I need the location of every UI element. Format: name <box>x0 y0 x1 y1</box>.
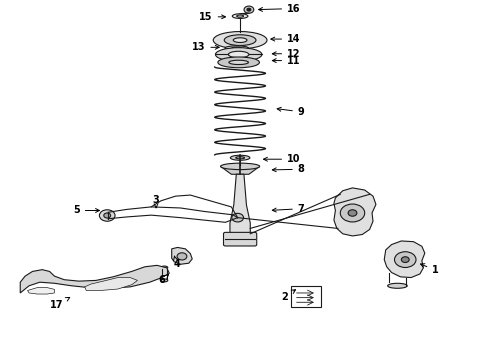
Text: 2: 2 <box>282 290 295 302</box>
Circle shape <box>401 257 409 262</box>
Circle shape <box>177 253 187 260</box>
Polygon shape <box>85 278 138 291</box>
Text: 1: 1 <box>420 264 439 275</box>
Ellipse shape <box>161 279 168 282</box>
Circle shape <box>348 210 357 216</box>
Text: 7: 7 <box>272 204 305 214</box>
Text: 16: 16 <box>259 4 300 14</box>
Ellipse shape <box>225 46 248 50</box>
Text: 5: 5 <box>73 206 99 216</box>
Circle shape <box>340 204 365 222</box>
Text: 17: 17 <box>50 297 70 310</box>
Text: 12: 12 <box>272 49 300 59</box>
Text: 8: 8 <box>272 164 305 174</box>
Circle shape <box>104 213 111 218</box>
Text: 4: 4 <box>173 256 180 269</box>
Polygon shape <box>334 188 376 236</box>
Ellipse shape <box>213 32 267 49</box>
Ellipse shape <box>232 14 248 18</box>
Ellipse shape <box>216 48 262 61</box>
Ellipse shape <box>229 60 248 64</box>
Polygon shape <box>384 241 425 278</box>
Circle shape <box>232 213 244 222</box>
Polygon shape <box>27 288 54 294</box>
Text: 14: 14 <box>271 34 300 44</box>
Text: 10: 10 <box>264 154 300 164</box>
Text: 15: 15 <box>199 12 225 22</box>
Circle shape <box>394 252 416 267</box>
Ellipse shape <box>220 163 260 170</box>
Polygon shape <box>220 166 260 174</box>
Polygon shape <box>172 247 192 264</box>
Circle shape <box>99 210 115 221</box>
FancyBboxPatch shape <box>223 232 257 246</box>
Text: 11: 11 <box>272 55 300 66</box>
Ellipse shape <box>228 51 249 58</box>
Text: 13: 13 <box>192 42 219 52</box>
Ellipse shape <box>161 266 168 269</box>
Polygon shape <box>230 174 250 234</box>
Text: 6: 6 <box>159 275 169 285</box>
Circle shape <box>244 6 254 13</box>
Polygon shape <box>20 265 169 293</box>
Ellipse shape <box>218 57 259 68</box>
Ellipse shape <box>388 283 407 288</box>
Ellipse shape <box>230 155 250 160</box>
Text: 3: 3 <box>153 195 159 208</box>
Circle shape <box>247 8 251 11</box>
Ellipse shape <box>233 38 247 42</box>
Text: 9: 9 <box>277 107 305 117</box>
Ellipse shape <box>224 35 256 45</box>
